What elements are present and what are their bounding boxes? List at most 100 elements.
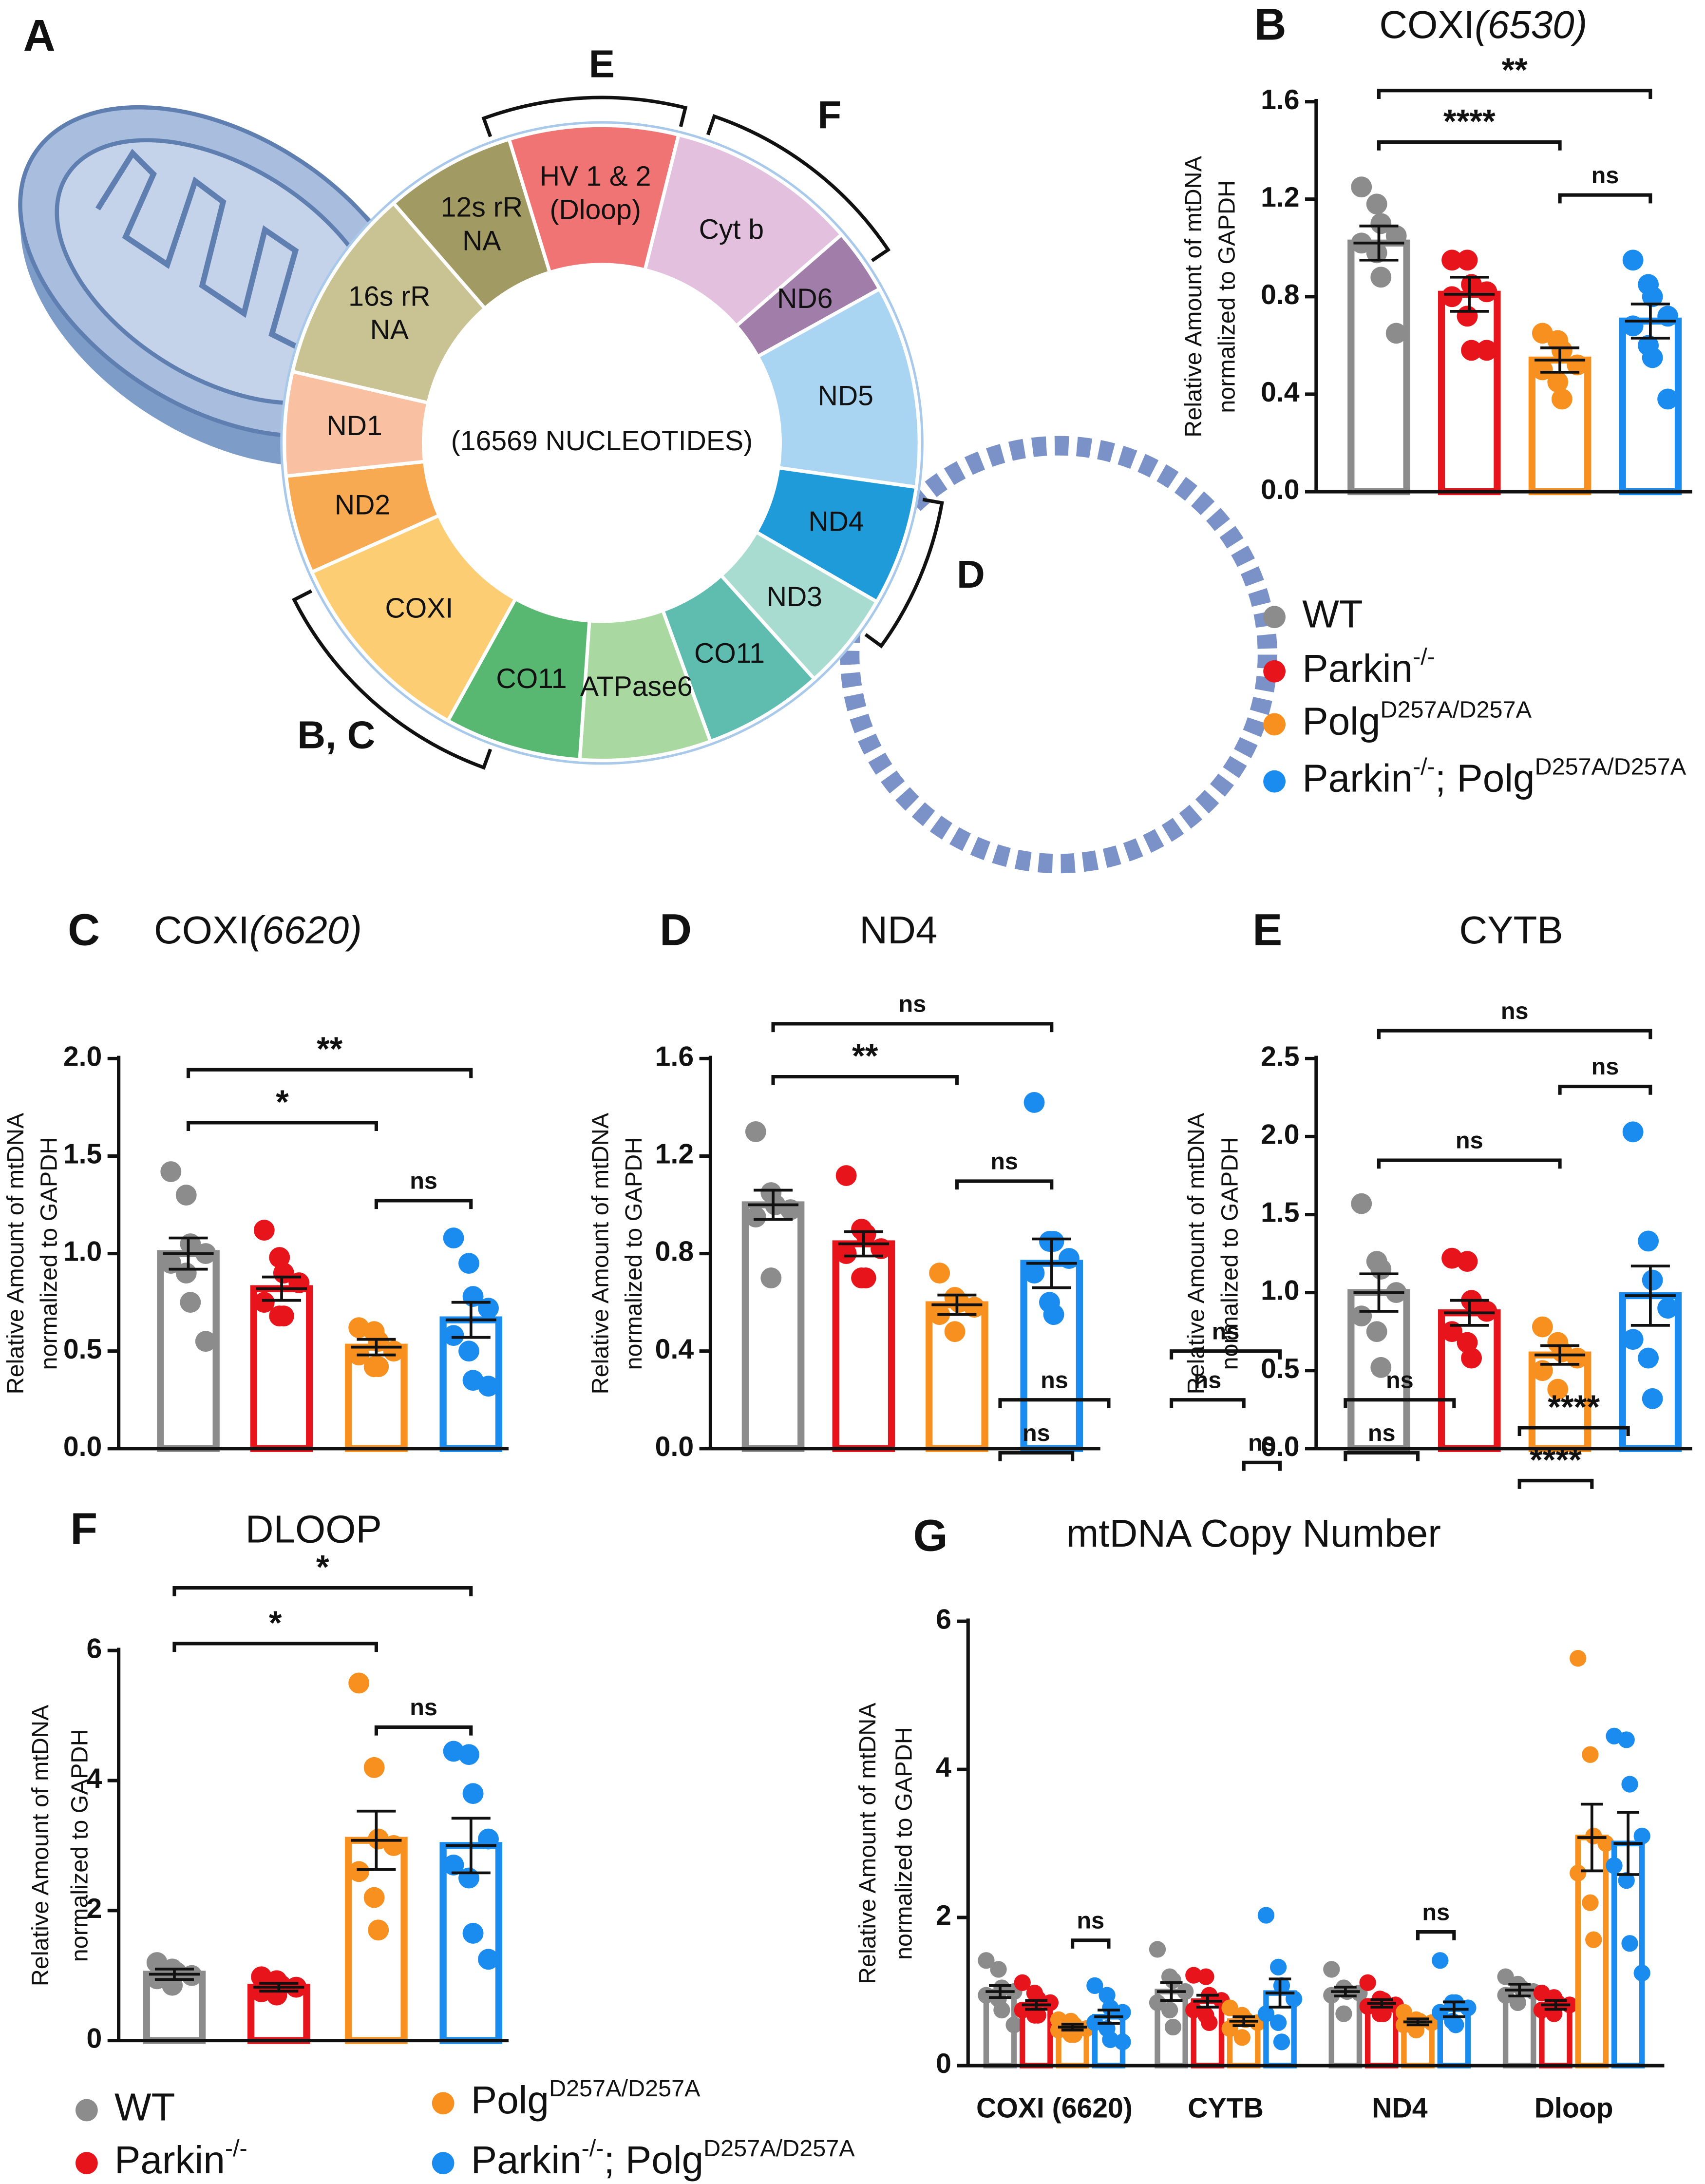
- data-point: [1014, 1974, 1031, 1991]
- data-point: [1197, 1968, 1214, 1985]
- data-point: [1545, 2005, 1563, 2022]
- chart-title-part: DLOOP: [246, 1507, 382, 1551]
- region-label: B, C: [297, 713, 375, 757]
- significance-label: ns: [899, 991, 927, 1017]
- significance-label: ns: [1501, 998, 1529, 1024]
- legend-label-part: -/-: [1413, 753, 1435, 780]
- data-point: [458, 1253, 479, 1274]
- data-point: [1638, 1347, 1659, 1369]
- data-point: [1532, 1316, 1553, 1338]
- data-point: [1335, 2005, 1352, 2022]
- data-point: [1638, 1230, 1659, 1252]
- data-point: [1099, 1987, 1116, 2004]
- data-point: [1023, 1092, 1045, 1113]
- data-point: [478, 1298, 499, 1319]
- data-point: [1642, 1269, 1663, 1291]
- legend-label-part: WT: [114, 2086, 175, 2129]
- significance-bracket: [1377, 89, 1652, 99]
- legend-label-part: ; Polg: [604, 2138, 703, 2182]
- significance-bracket: [1242, 1460, 1282, 1471]
- x-tick-label: Dloop: [1534, 2093, 1613, 2124]
- significance-bracket: [1344, 1398, 1456, 1408]
- significance-bracket: [186, 1121, 378, 1131]
- data-point: [1185, 1967, 1202, 1984]
- data-point: [383, 1341, 404, 1362]
- data-point: [1323, 1961, 1340, 1978]
- y-tick-label: 0.0: [63, 1431, 102, 1462]
- gene-label: ND1: [326, 410, 382, 441]
- data-point: [1042, 1994, 1059, 2012]
- data-point: [1043, 1304, 1064, 1325]
- data-point: [1622, 249, 1644, 271]
- data-point: [1114, 2033, 1131, 2050]
- legend-label-part: -/-: [582, 2135, 604, 2162]
- data-point: [1375, 2005, 1392, 2022]
- data-point: [1476, 281, 1497, 303]
- y-axis-label: Relative Amount of mtDNA: [1180, 155, 1207, 437]
- significance-bracket: [1377, 140, 1562, 151]
- data-point: [745, 1207, 766, 1227]
- data-point: [1532, 359, 1553, 381]
- gene-label: CO11: [496, 663, 567, 694]
- significance-bracket: [771, 1074, 959, 1085]
- legend-marker: [1263, 713, 1286, 736]
- data-point: [1582, 1746, 1599, 1763]
- significance-bracket: [1377, 1029, 1652, 1039]
- legend-marker: [76, 2152, 98, 2174]
- data-point: [1570, 1864, 1587, 1882]
- significance-label: ns: [410, 1694, 437, 1721]
- data-point: [458, 1867, 479, 1889]
- chart-title-part: COXI: [1379, 3, 1475, 46]
- y-axis-label: Relative Amount of mtDNA: [587, 1112, 613, 1394]
- significance-label: ns: [1368, 1420, 1396, 1446]
- significance-bracket: [1071, 1938, 1111, 1949]
- data-point: [1457, 1251, 1478, 1272]
- data-point: [1570, 1650, 1587, 1667]
- gene-label: 12s rR NA: [441, 192, 523, 257]
- significance-label: ns: [1456, 1128, 1483, 1154]
- y-tick-label: 1.6: [1261, 84, 1299, 115]
- data-point: [1597, 1835, 1614, 1852]
- y-tick-label: 0.4: [655, 1334, 694, 1365]
- y-tick-label: 0.4: [1261, 377, 1300, 408]
- data-point: [1621, 1935, 1638, 1952]
- y-tick-label: 1.5: [63, 1139, 102, 1170]
- data-point: [1164, 2018, 1182, 2036]
- data-point: [1497, 1968, 1514, 1985]
- panel-letter: F: [70, 1504, 97, 1553]
- data-point: [1149, 1941, 1166, 1958]
- data-point: [1457, 249, 1478, 271]
- data-point: [993, 2001, 1010, 2019]
- y-tick-label: 1.0: [1261, 1275, 1299, 1306]
- data-point: [1459, 1999, 1477, 2016]
- y-tick-label: 0: [936, 2048, 951, 2079]
- significance-bracket: [374, 1725, 473, 1736]
- y-tick-label: 0: [87, 2023, 102, 2054]
- gene-label-line: (Dloop): [549, 194, 641, 226]
- legend-label: PolgD257A/D257A: [1302, 696, 1532, 743]
- y-axis-label: normalized to GAPDH: [1216, 1137, 1243, 1370]
- data-point: [990, 1961, 1007, 1978]
- chart-title-part: (6620): [249, 908, 362, 952]
- y-axis-label: Relative Amount of mtDNA: [854, 1703, 881, 1984]
- data-point: [363, 1887, 385, 1908]
- data-point: [288, 1272, 310, 1294]
- y-axis-label: normalized to GAPDH: [890, 1727, 917, 1960]
- data-point: [458, 1341, 479, 1362]
- data-point: [1221, 1999, 1238, 2016]
- significance-label: ns: [1248, 1430, 1276, 1456]
- gene-label: ND2: [335, 490, 390, 521]
- data-point: [1351, 176, 1372, 198]
- y-tick-label: 1.0: [63, 1236, 102, 1267]
- gene-label: COXI: [385, 593, 453, 624]
- data-point: [1385, 323, 1407, 344]
- data-point: [1029, 2007, 1046, 2024]
- data-point: [1273, 1977, 1290, 1994]
- gene-label: 16s rR NA: [348, 281, 430, 346]
- legend-label-part: D257A/D257A: [549, 2075, 701, 2102]
- significance-bracket: [1517, 1478, 1594, 1489]
- data-point: [944, 1321, 966, 1342]
- data-point: [1269, 2014, 1287, 2031]
- data-point: [1370, 267, 1392, 288]
